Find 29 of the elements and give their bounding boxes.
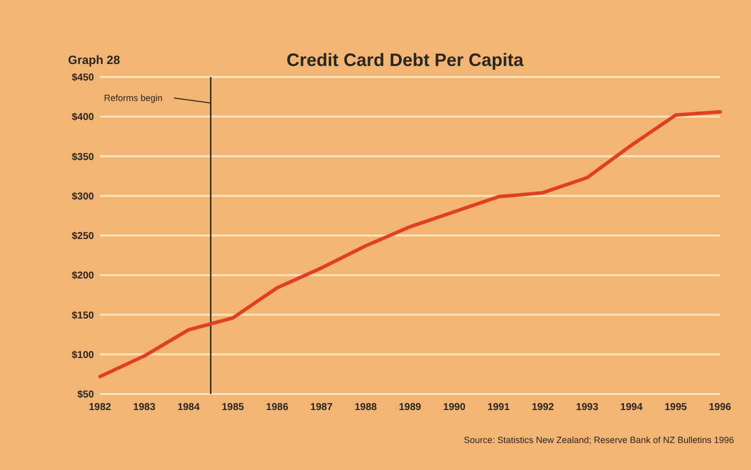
source-note: Source: Statistics New Zealand; Reserve Bank of NZ Bulletins 1996 xyxy=(464,435,734,445)
x-tick-label: 1987 xyxy=(310,402,333,413)
x-tick-label: 1988 xyxy=(354,402,378,413)
x-tick-label: 1984 xyxy=(177,402,200,413)
x-tick-label: 1991 xyxy=(487,402,510,413)
y-tick-label: $450 xyxy=(72,72,94,84)
y-tick-label: $400 xyxy=(72,112,94,124)
y-tick-label: $300 xyxy=(72,191,94,202)
x-tick-label: 1985 xyxy=(222,402,244,413)
y-tick-label: $50 xyxy=(77,390,94,400)
x-tick-label: 1989 xyxy=(398,402,422,413)
x-tick-label: 1996 xyxy=(708,402,732,413)
x-tick-label: 1994 xyxy=(620,402,643,413)
y-tick-label: $350 xyxy=(72,152,94,163)
x-tick-label: 1983 xyxy=(133,402,156,413)
x-tick-label: 1982 xyxy=(88,402,112,413)
ref-line-label: Reforms begin xyxy=(104,93,163,103)
y-tick-label: $100 xyxy=(72,350,94,361)
x-tick-label: 1993 xyxy=(576,402,599,413)
y-tick-label: $200 xyxy=(72,270,94,282)
x-tick-label: 1992 xyxy=(532,402,554,413)
chart-title: Credit Card Debt Per Capita xyxy=(286,50,525,70)
x-tick-label: 1986 xyxy=(266,402,289,413)
chart-subtitle: Graph 28 xyxy=(68,53,120,67)
x-tick-label: 1995 xyxy=(664,402,688,413)
line-series xyxy=(98,110,722,378)
x-tick-label: 1990 xyxy=(443,402,466,413)
y-tick-label: $150 xyxy=(72,310,94,322)
y-tick-label: $250 xyxy=(72,231,94,242)
